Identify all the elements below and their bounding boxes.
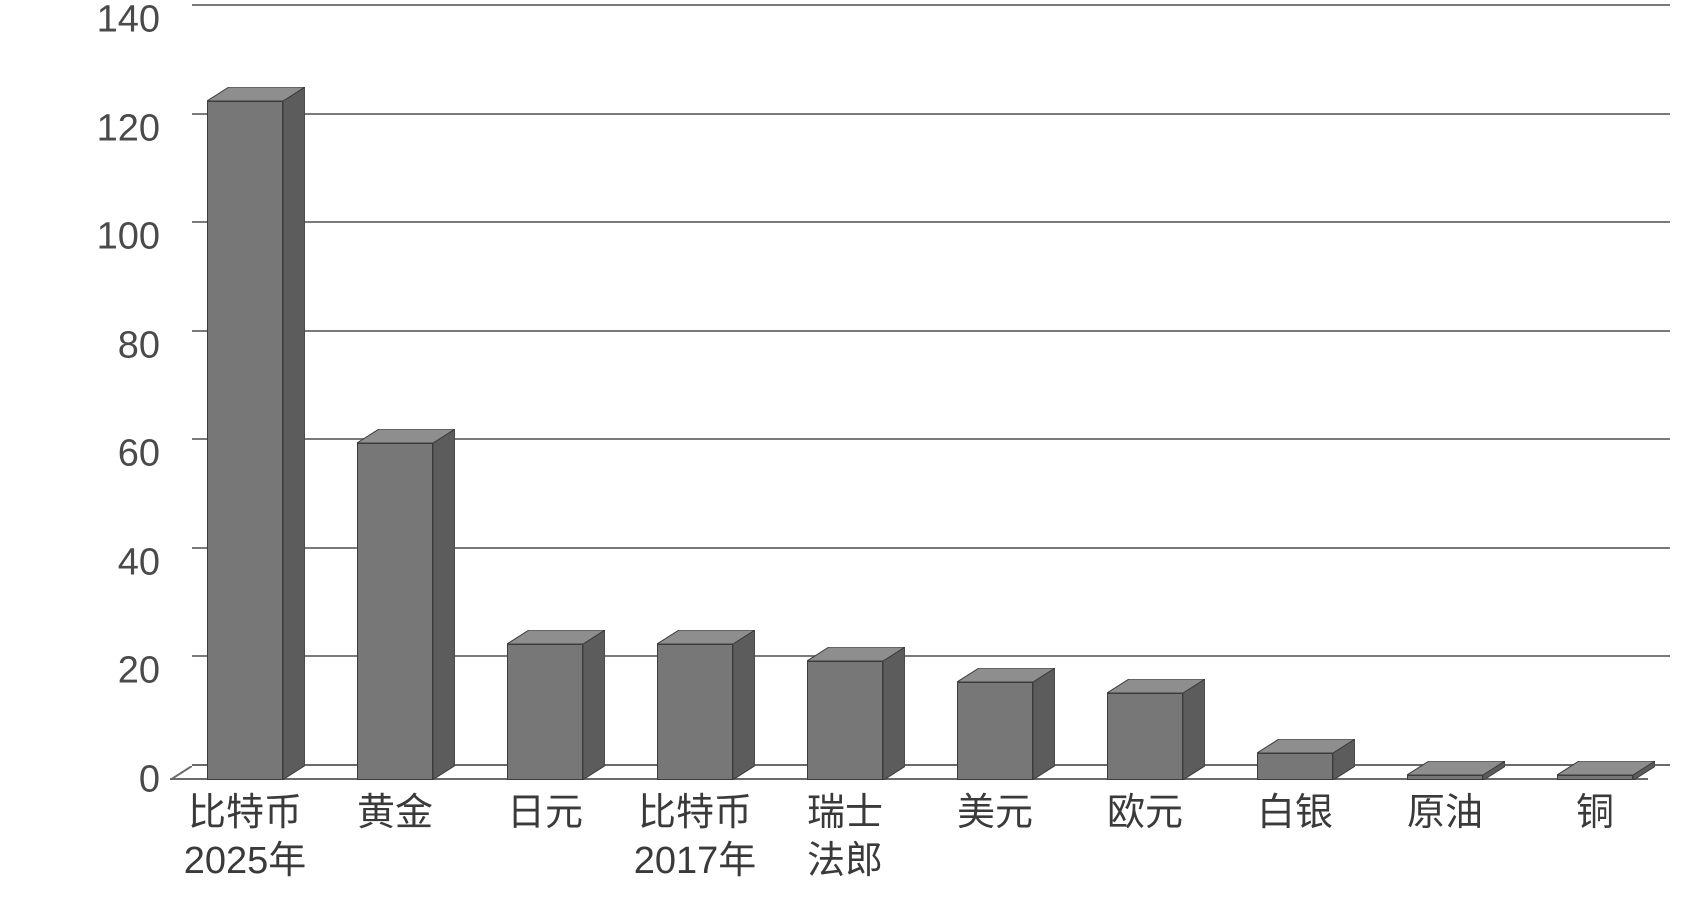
bar-top-face <box>1257 739 1355 753</box>
x-tick-label: 原油 <box>1370 790 1520 838</box>
bar-front-face <box>1107 693 1183 780</box>
bar-chart-3d: 0 20 40 60 80 100 120 140 比特币 2025年黄金日元比特币 2017… <box>0 0 1690 920</box>
y-tick-label: 140 <box>10 0 160 42</box>
bar-front-face <box>1407 775 1483 780</box>
bar-front-face <box>1257 753 1333 780</box>
x-tick-label: 欧元 <box>1070 790 1220 838</box>
y-tick-label: 60 <box>10 433 160 476</box>
y-tick-label: 100 <box>10 216 160 259</box>
bar <box>507 644 583 780</box>
bar-side-face <box>283 87 305 780</box>
x-tick-label: 美元 <box>920 790 1070 838</box>
bar-side-face <box>883 647 905 780</box>
bar-side-face <box>1183 679 1205 780</box>
bar <box>357 443 433 780</box>
floor-left-edge <box>170 766 192 780</box>
bar-top-face <box>657 630 755 644</box>
bar-front-face <box>207 101 283 780</box>
bar-front-face <box>1557 775 1633 780</box>
bar-front-face <box>357 443 433 780</box>
bar-side-face <box>433 429 455 780</box>
bar-side-face <box>583 630 605 780</box>
bar-top-face <box>1107 679 1205 693</box>
bar <box>1407 775 1483 780</box>
gridline <box>192 113 1670 115</box>
bar-top-face <box>957 668 1055 682</box>
bar-top-face <box>1557 761 1655 775</box>
bar-front-face <box>807 661 883 780</box>
bar-top-face <box>807 647 905 661</box>
x-tick-label: 铜 <box>1520 790 1670 838</box>
plot-area <box>170 20 1670 780</box>
y-tick-label: 20 <box>10 650 160 693</box>
y-tick-label: 0 <box>10 759 160 802</box>
bar-side-face <box>1033 668 1055 780</box>
bar-top-face <box>1407 761 1505 775</box>
x-tick-label: 比特币 2025年 <box>170 790 320 885</box>
gridline <box>192 4 1670 6</box>
y-tick-label: 80 <box>10 324 160 367</box>
bar-side-face <box>733 630 755 780</box>
bar-front-face <box>657 644 733 780</box>
x-tick-label: 日元 <box>470 790 620 838</box>
bar-front-face <box>957 682 1033 780</box>
bar <box>207 101 283 780</box>
y-tick-label: 40 <box>10 541 160 584</box>
gridline <box>192 330 1670 332</box>
y-tick-label: 120 <box>10 107 160 150</box>
bar <box>1107 693 1183 780</box>
x-tick-label: 白银 <box>1220 790 1370 838</box>
bar-front-face <box>507 644 583 780</box>
bar <box>657 644 733 780</box>
bar <box>957 682 1033 780</box>
bar <box>807 661 883 780</box>
x-tick-label: 瑞士 法郎 <box>770 790 920 885</box>
bar <box>1557 775 1633 780</box>
x-tick-label: 比特币 2017年 <box>620 790 770 885</box>
bar-top-face <box>357 429 455 443</box>
bar-top-face <box>207 87 305 101</box>
bar <box>1257 753 1333 780</box>
bar-top-face <box>507 630 605 644</box>
gridline <box>192 221 1670 223</box>
x-tick-label: 黄金 <box>320 790 470 838</box>
